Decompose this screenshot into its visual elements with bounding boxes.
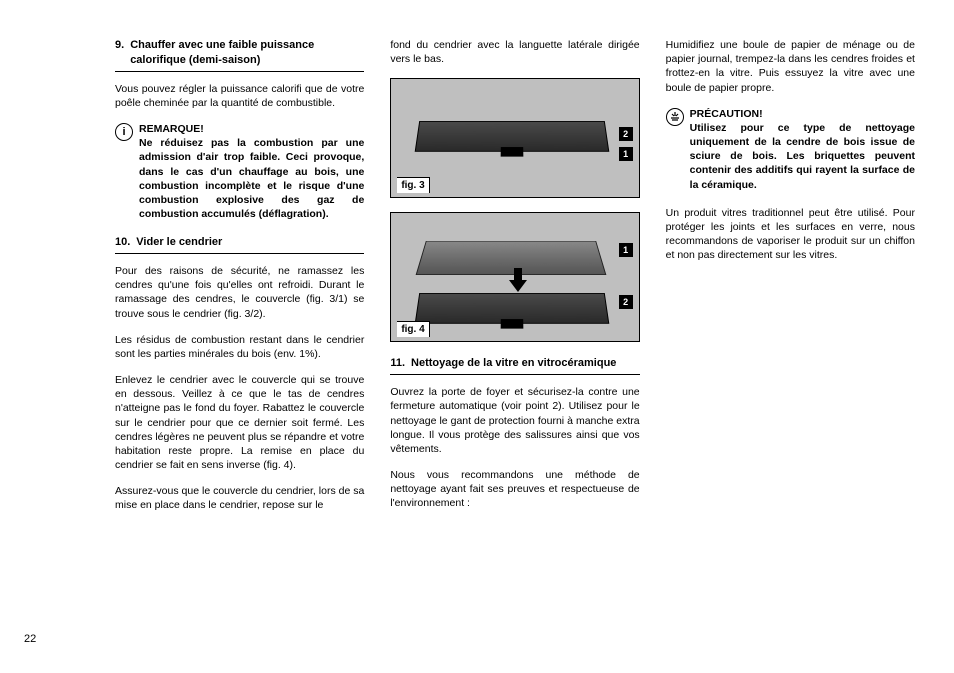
figure-4: 1 2 fig. 4 — [390, 212, 639, 342]
info-icon: i — [115, 123, 133, 141]
note-title: REMARQUE! — [139, 122, 364, 136]
drawer-handle-illustration — [501, 147, 524, 157]
paragraph: Ouvrez la porte de foyer et sécurisez-la… — [390, 385, 639, 456]
heading-9: 9. Chauffer avec une faible puissance ca… — [115, 38, 364, 68]
heading-9-number: 9. — [115, 38, 124, 68]
note-body: REMARQUE! Ne réduisez pas la combustion … — [139, 122, 364, 221]
paragraph: Les résidus de combustion restant dans l… — [115, 333, 364, 361]
ash-drawer-illustration — [415, 121, 610, 152]
heading-11-title: Nettoyage de la vitre en vitrocéramique — [411, 356, 640, 371]
page-content: 9. Chauffer avec une faible puissance ca… — [115, 38, 915, 638]
paragraph: Humidifiez une boule de papier de ménage… — [666, 38, 915, 95]
heading-10-title: Vider le cendrier — [136, 235, 364, 250]
callout-2: 2 — [619, 295, 633, 309]
figure-3: 2 1 fig. 3 — [390, 78, 639, 198]
divider — [390, 374, 639, 375]
arrow-down-icon — [509, 268, 527, 292]
note-remarque: i REMARQUE! Ne réduisez pas la combustio… — [115, 122, 364, 221]
note-text: Ne réduisez pas la combustion par une ad… — [139, 137, 364, 220]
caution-icon — [666, 108, 684, 126]
figure-4-label: fig. 4 — [397, 321, 429, 338]
note-body: PRÉCAUTION! Utilisez pour ce type de net… — [690, 107, 915, 192]
note-text: Utilisez pour ce type de nettoyage uniqu… — [690, 122, 915, 191]
note-precaution: PRÉCAUTION! Utilisez pour ce type de net… — [666, 107, 915, 192]
drawer-handle-illustration — [501, 319, 524, 329]
heading-11-number: 11. — [390, 356, 405, 371]
paragraph: Un produit vitres traditionnel peut être… — [666, 206, 915, 263]
callout-1: 1 — [619, 147, 633, 161]
ash-drawer-illustration — [415, 293, 610, 324]
heading-10: 10. Vider le cendrier — [115, 235, 364, 250]
figure-3-label: fig. 3 — [397, 177, 429, 194]
divider — [115, 71, 364, 72]
divider — [115, 253, 364, 254]
note-title: PRÉCAUTION! — [690, 107, 915, 121]
page-number: 22 — [24, 633, 36, 645]
column-1: 9. Chauffer avec une faible puissance ca… — [115, 38, 364, 638]
column-3: Humidifiez une boule de papier de ménage… — [666, 38, 915, 638]
callout-1: 1 — [619, 243, 633, 257]
paragraph: Enlevez le cendrier avec le couvercle qu… — [115, 373, 364, 472]
heading-11: 11. Nettoyage de la vitre en vitrocérami… — [390, 356, 639, 371]
paragraph: Pour des raisons de sécurité, ne ramasse… — [115, 264, 364, 321]
column-2: fond du cendrier avec la languette latér… — [390, 38, 639, 638]
callout-2: 2 — [619, 127, 633, 141]
heading-10-number: 10. — [115, 235, 130, 250]
heading-9-title: Chauffer avec une faible puissance calor… — [130, 38, 364, 68]
paragraph: Vous pouvez régler la puissance calorifi… — [115, 82, 364, 110]
paragraph: Assurez-vous que le couvercle du cendrie… — [115, 484, 364, 512]
paragraph: Nous vous recommandons une méthode de ne… — [390, 468, 639, 511]
paragraph: fond du cendrier avec la languette latér… — [390, 38, 639, 66]
